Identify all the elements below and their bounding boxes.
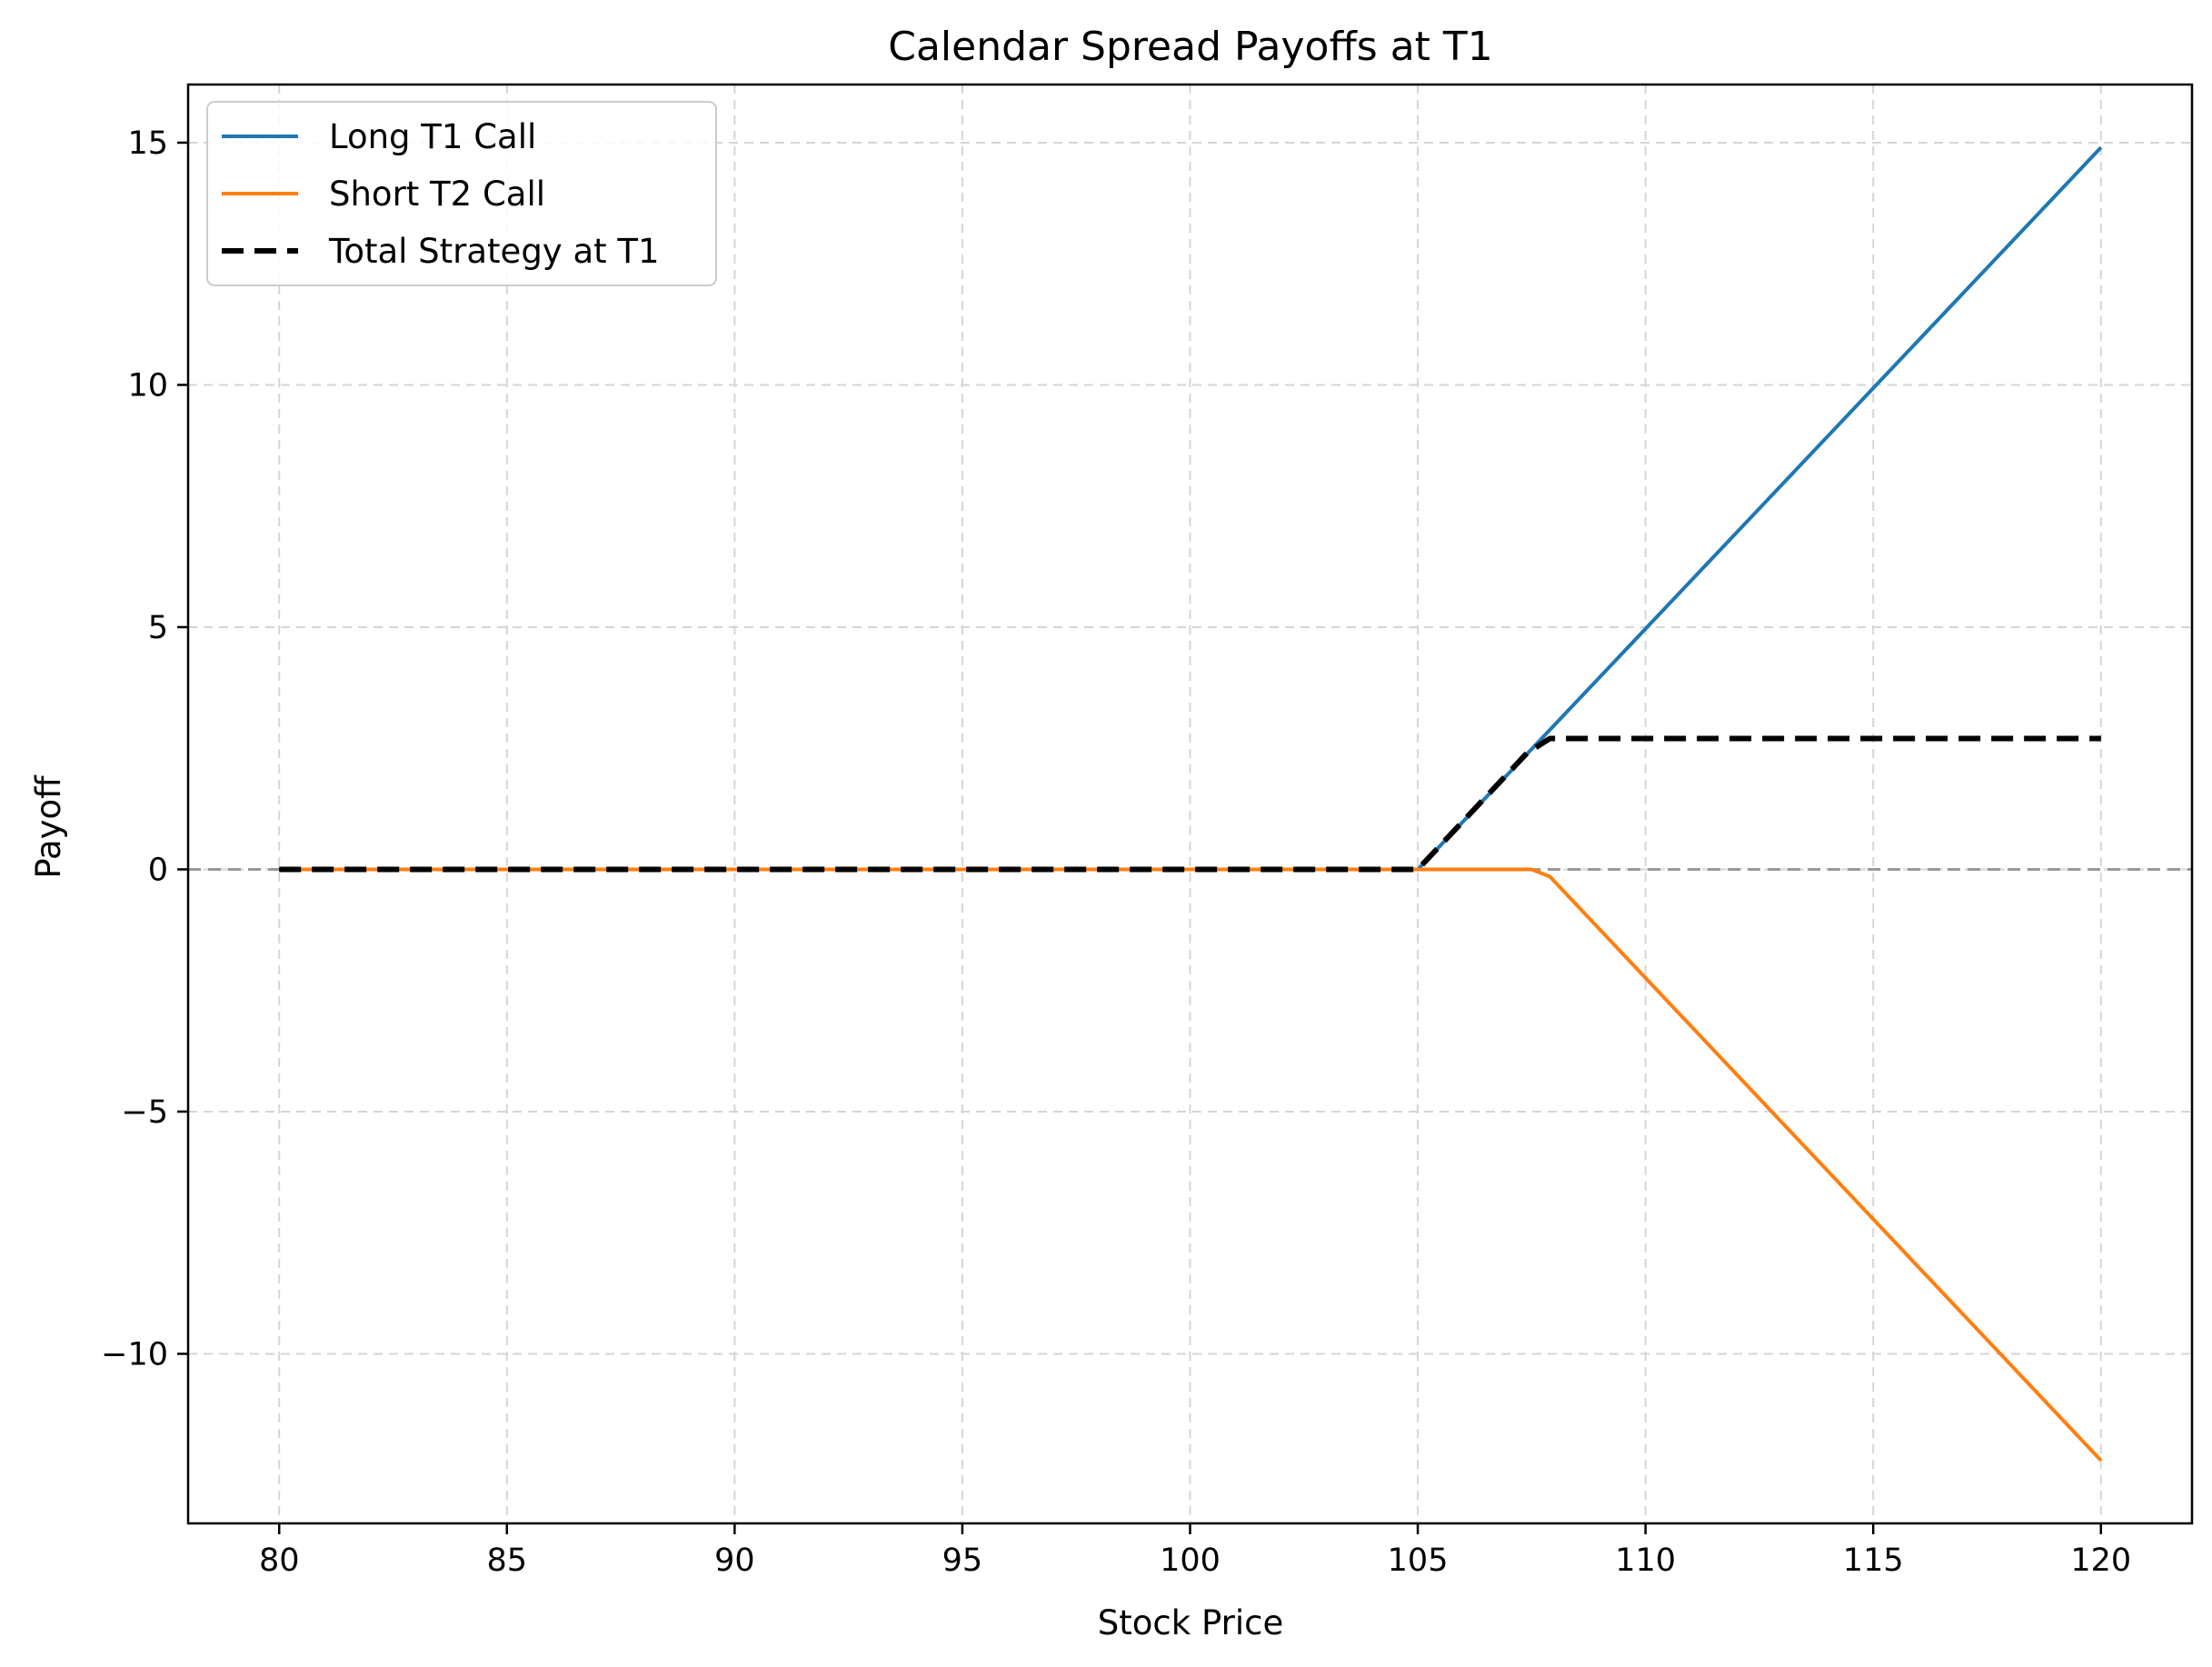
y-tick-label: −10 bbox=[101, 1336, 168, 1373]
x-tick-label: 110 bbox=[1615, 1542, 1676, 1579]
x-tick-label: 95 bbox=[942, 1542, 983, 1579]
legend-label-1: Long T1 Call bbox=[329, 117, 536, 156]
x-tick-label: 80 bbox=[259, 1542, 300, 1579]
x-tick-label: 105 bbox=[1388, 1542, 1449, 1579]
x-tick-label: 100 bbox=[1160, 1542, 1221, 1579]
x-tick-label: 90 bbox=[714, 1542, 755, 1579]
legend-box bbox=[206, 101, 717, 286]
x-tick-label: 115 bbox=[1843, 1542, 1904, 1579]
x-axis-title: Stock Price bbox=[1098, 1603, 1283, 1642]
legend: Long T1 Call Short T2 Call Total Strategy … bbox=[206, 101, 717, 286]
series-line-3 bbox=[279, 735, 2101, 873]
x-tick-label: 120 bbox=[2070, 1542, 2131, 1579]
y-tick-label: 0 bbox=[148, 852, 168, 888]
legend-label-3: Total Strategy at T1 bbox=[328, 232, 660, 271]
legend-label-2: Short T2 Call bbox=[329, 175, 545, 214]
axis-ticks: 80 85 90 95 100 105 110 115 120 −10 −5 0 5 10 15 bbox=[101, 125, 2131, 1579]
y-tick-label: 10 bbox=[127, 367, 168, 404]
y-tick-label: 15 bbox=[127, 125, 168, 162]
y-tick-label: −5 bbox=[121, 1094, 168, 1131]
y-tick-label: 5 bbox=[148, 610, 168, 646]
series-layer bbox=[279, 145, 2103, 1462]
y-axis-title: Payoff bbox=[29, 774, 68, 879]
x-tick-label: 85 bbox=[487, 1542, 528, 1579]
chart-title: Calendar Spread Payoffs at T1 bbox=[888, 24, 1493, 70]
